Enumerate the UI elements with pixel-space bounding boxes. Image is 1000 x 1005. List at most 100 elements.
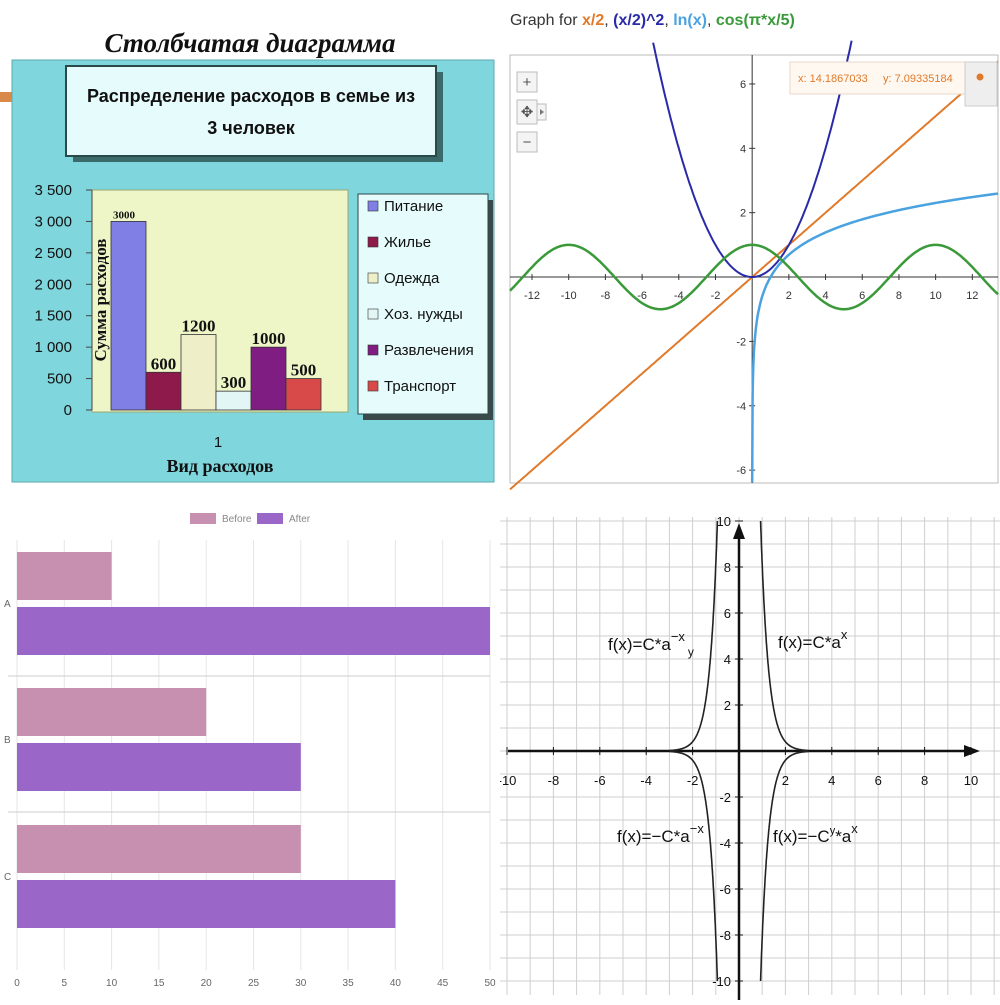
y-tick-label: -10 bbox=[712, 974, 731, 989]
pan-button[interactable]: ✥ bbox=[516, 99, 538, 125]
y-tick-label: 2 500 bbox=[34, 245, 72, 262]
y-tick-label: 4 bbox=[740, 143, 746, 155]
x-tick-label: -6 bbox=[637, 290, 647, 302]
y-tick-label: -2 bbox=[719, 790, 731, 805]
legend-swatch bbox=[367, 272, 379, 284]
x-tick-label: 15 bbox=[153, 978, 165, 989]
y-tick-label: 8 bbox=[724, 560, 731, 575]
label-top-right: f(x)=C*ax bbox=[778, 627, 848, 652]
readout-y: y: 7.09335184 bbox=[883, 73, 953, 85]
x-tick-label: 0 bbox=[14, 978, 20, 989]
label-bottom-right-base: f(x)=−C bbox=[773, 827, 830, 846]
data-label: 1000 bbox=[252, 329, 286, 348]
legend-swatch-after bbox=[257, 513, 283, 524]
y-tick-label: 10 bbox=[717, 514, 731, 529]
y-axis: 0 500 1 000 1 500 2 000 2 500 3 000 3 500 bbox=[34, 182, 93, 419]
axes: -10 -8 -6 -4 -2 2 4 6 8 10 -10 -8 -6 -4 -2 2 4 6 8 10 bbox=[498, 514, 980, 1000]
zoom-out-button[interactable]: − bbox=[516, 131, 538, 153]
y-tick-label: 3 000 bbox=[34, 213, 72, 230]
x-tick-label: 6 bbox=[875, 773, 882, 788]
y-tick-label: 3 500 bbox=[34, 182, 72, 199]
bar-2 bbox=[180, 334, 217, 411]
curve-bottom-left bbox=[669, 750, 719, 982]
y-tick-label: 0 bbox=[64, 402, 72, 419]
graph-title-f1: x/2 bbox=[582, 12, 605, 29]
y-axis-label: Сумма расходов bbox=[91, 239, 110, 362]
x-tick-label: 12 bbox=[966, 290, 978, 302]
bar-after bbox=[17, 743, 301, 791]
x-tick-label: 10 bbox=[964, 773, 978, 788]
curve-x-half-squared bbox=[652, 40, 853, 278]
y-tick-label: 1 000 bbox=[34, 339, 72, 356]
y-tick-label: -6 bbox=[719, 882, 731, 897]
pan-icon: ✥ bbox=[521, 104, 534, 121]
bar-group: 3000 600 1200 300 1000 500 bbox=[110, 209, 322, 411]
chevron-right-icon bbox=[540, 109, 544, 115]
category-label: A bbox=[4, 599, 11, 610]
graph-title-sep1: , bbox=[604, 12, 614, 29]
label-top-left-extra: y bbox=[688, 645, 694, 659]
legend-label: Питание bbox=[384, 198, 443, 215]
graph-title-f4: cos(π*x/5) bbox=[715, 12, 795, 29]
bar-5 bbox=[285, 378, 322, 411]
label-top-right-exp: x bbox=[841, 627, 848, 642]
bar-before bbox=[17, 688, 207, 736]
x-tick-label: 10 bbox=[929, 290, 941, 302]
y-tick-label: 2 000 bbox=[34, 276, 72, 293]
function-graph-svg[interactable]: -12 -10 -8 -6 -4 -2 2 4 6 8 10 12 -6 -4 -2 2 4 6 x: 14.18… bbox=[500, 0, 1000, 490]
orange-accent-left bbox=[0, 92, 12, 102]
x-tick-label: 5 bbox=[62, 978, 68, 989]
bar-0 bbox=[110, 221, 147, 411]
label-bottom-right-extra: y bbox=[830, 825, 836, 837]
x-tick-label-1: 1 bbox=[214, 434, 222, 451]
legend-swatch bbox=[367, 236, 379, 248]
bar-1 bbox=[145, 371, 182, 411]
bar-after bbox=[17, 607, 490, 655]
label-bottom-left-base: f(x)=−C*a bbox=[617, 827, 690, 846]
x-tick-label: 8 bbox=[921, 773, 928, 788]
data-label: 600 bbox=[151, 354, 177, 373]
graph-title-prefix: Graph for bbox=[510, 12, 583, 29]
grid bbox=[500, 517, 1000, 995]
x-tick-label: 10 bbox=[106, 978, 118, 989]
pan-right-button[interactable] bbox=[536, 103, 547, 121]
readout-x: x: 14.1867033 bbox=[798, 73, 868, 85]
x-tick-label: 50 bbox=[484, 978, 496, 989]
panel-before-after-chart: Before After 0 5 10 15 20 25 30 35 40 45 50 A B C bbox=[0, 495, 505, 1000]
curves bbox=[669, 520, 809, 982]
x-tick-label: -2 bbox=[711, 290, 721, 302]
curve-x-half bbox=[509, 60, 999, 490]
y-tick-label: 6 bbox=[724, 606, 731, 621]
label-top-right-base: f(x)=C*a bbox=[778, 633, 841, 652]
y-tick-label: -6 bbox=[736, 465, 746, 477]
before-after-svg: Before After 0 5 10 15 20 25 30 35 40 45 50 A B C bbox=[4, 513, 496, 989]
x-axis-label: Вид расходов bbox=[167, 456, 274, 476]
zoom-in-icon: + bbox=[523, 74, 532, 91]
x-tick-label: 8 bbox=[896, 290, 902, 302]
data-label: 3000 bbox=[113, 209, 136, 221]
x-tick-label: 40 bbox=[390, 978, 402, 989]
category-label: C bbox=[4, 872, 11, 883]
x-tick-label: 35 bbox=[343, 978, 355, 989]
exponential-graph-svg: -10 -8 -6 -4 -2 2 4 6 8 10 -10 -8 -6 -4 -2 2 4 6 8 10 f(x)=… bbox=[498, 514, 1000, 1000]
x-tick-label: -10 bbox=[561, 290, 577, 302]
chart-title-line1: Распределение расходов в семье из bbox=[87, 86, 415, 106]
label-top-left: f(x)=C*a−xy bbox=[608, 629, 694, 659]
graph-title-f2: (x/2)^2 bbox=[613, 12, 665, 29]
label-top-left-base: f(x)=C*a bbox=[608, 635, 671, 654]
diagram-heading: Столбчатая диаграмма bbox=[104, 28, 395, 58]
y-tick-label: 500 bbox=[47, 371, 72, 388]
curve-cos bbox=[509, 243, 999, 311]
readout-dot-icon bbox=[976, 73, 984, 81]
zoom-out-icon: − bbox=[523, 134, 532, 151]
graph-frame bbox=[509, 54, 999, 484]
readout-box bbox=[789, 61, 996, 95]
x-tick-label: -6 bbox=[594, 773, 606, 788]
curve-bottom-right bbox=[759, 750, 809, 982]
x-tick-label: 6 bbox=[859, 290, 865, 302]
y-tick-label: 1 500 bbox=[34, 308, 72, 325]
expense-chart-svg: Столбчатая диаграмма Распределение расхо… bbox=[0, 28, 495, 483]
data-label: 300 bbox=[221, 373, 247, 392]
zoom-in-button[interactable]: + bbox=[516, 71, 538, 93]
y-tick-label: 4 bbox=[724, 652, 731, 667]
